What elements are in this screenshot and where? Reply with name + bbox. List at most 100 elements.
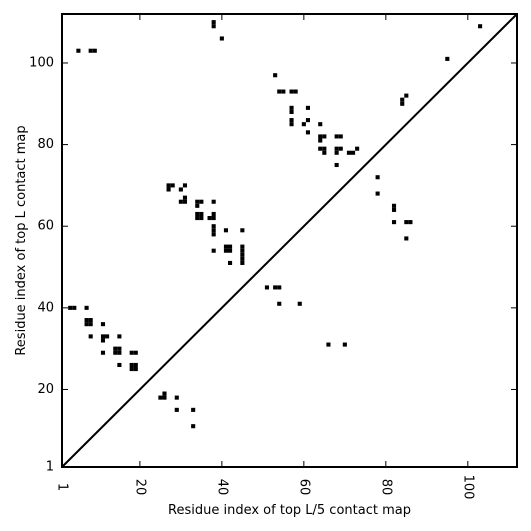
contact-cell-lower [84, 318, 89, 323]
contact-cell-upper [223, 244, 229, 249]
contact-cell-lower [133, 367, 138, 372]
contact-cell-upper [322, 134, 327, 139]
contact-cell-upper [334, 134, 339, 139]
contact-cell-upper [338, 134, 343, 139]
contact-cell-upper [264, 285, 270, 290]
y-tick-label: 40 [37, 300, 54, 315]
contact-cell-upper [289, 105, 294, 110]
contact-cell-upper [478, 24, 483, 29]
contact-cell-upper [334, 162, 339, 168]
contact-cell-lower [105, 334, 110, 339]
contact-cell-lower [113, 346, 118, 351]
plot-frame [61, 13, 518, 468]
contact-cell-upper [305, 118, 310, 123]
contact-cell-upper [240, 256, 245, 261]
contact-cell-lower [68, 305, 73, 310]
contact-cell-upper [240, 260, 245, 265]
contact-cell-upper [182, 183, 188, 188]
contact-cell-lower [191, 407, 196, 412]
contact-cell-upper [207, 216, 212, 221]
contact-cell-upper [195, 216, 200, 221]
contact-cell-upper [297, 301, 302, 306]
y-tick-label: 20 [37, 382, 54, 397]
contact-cell-upper [281, 89, 286, 94]
contact-cell-upper [211, 24, 216, 29]
contact-cell-upper [211, 20, 216, 25]
contact-cell-lower [158, 395, 163, 400]
contact-cell-upper [219, 36, 224, 41]
x-axis-ticks: 1 20 40 60 80 100 [55, 14, 475, 499]
contact-cell-lower [117, 346, 122, 351]
contact-cell-lower [129, 362, 134, 368]
contact-cell-upper [408, 220, 413, 225]
contact-cell-lower [174, 395, 179, 400]
contact-cell-lower [88, 318, 93, 323]
contact-cell-lower [100, 334, 106, 339]
contact-cell-lower [191, 424, 196, 429]
contact-cell-upper [404, 220, 409, 225]
contact-cell-upper [277, 89, 282, 94]
contact-cell-upper [404, 93, 409, 98]
contact-cell-lower [133, 350, 138, 355]
contact-cell-upper [273, 285, 278, 290]
contact-cell-upper [199, 211, 204, 217]
contact-cell-upper [375, 191, 380, 196]
contact-cell-upper [350, 150, 356, 155]
contact-cell-upper [178, 199, 183, 204]
x-tick-label: 1 [55, 483, 70, 491]
contact-cell-upper [342, 342, 347, 347]
contact-cell-upper [326, 342, 331, 347]
contact-cell-upper [334, 146, 339, 151]
contact-cell-upper [318, 138, 323, 143]
contact-cell-upper [211, 199, 216, 204]
contact-cell-lower [117, 350, 122, 355]
contact-cell-upper [228, 244, 233, 249]
x-tick-label: 20 [132, 479, 147, 496]
contact-cell-upper [166, 187, 171, 192]
lower-contact-marks [68, 305, 196, 429]
contact-cell-upper [404, 236, 409, 241]
contact-cell-upper [338, 146, 343, 151]
contact-cell-upper [301, 122, 306, 127]
y-tick-label: 100 [29, 55, 54, 70]
contact-cell-upper [289, 109, 294, 114]
contact-cell-upper [346, 150, 351, 155]
contact-cell-lower [100, 338, 106, 343]
contact-cell-upper [400, 101, 405, 106]
upper-contact-marks [76, 20, 483, 347]
contact-cell-upper [318, 134, 323, 139]
contact-cell-lower [133, 362, 138, 368]
contact-cell-upper [240, 228, 245, 233]
contact-cell-upper [289, 122, 294, 127]
contact-cell-upper [277, 301, 282, 306]
contact-cell-lower [100, 322, 106, 327]
contact-cell-upper [211, 248, 216, 253]
contact-cell-upper [166, 183, 171, 188]
contact-cell-upper [195, 203, 200, 208]
contact-cell-upper [88, 48, 93, 53]
contact-cell-lower [88, 334, 93, 339]
y-tick-label: 1 [46, 460, 54, 475]
contact-cell-upper [240, 252, 245, 257]
x-tick-label: 60 [296, 479, 311, 496]
y-tick-label: 80 [37, 137, 54, 152]
contact-cell-upper [240, 248, 245, 253]
contact-cell-upper [391, 203, 397, 208]
contact-cell-lower [84, 322, 89, 327]
diagonal-line [61, 13, 518, 468]
contact-cell-lower [117, 334, 122, 339]
contact-cell-upper [322, 150, 327, 155]
contact-cell-upper [240, 244, 245, 249]
contact-cell-lower [88, 322, 93, 327]
contact-cell-lower [162, 395, 167, 400]
y-tick-label: 60 [37, 219, 54, 234]
contact-cell-lower [117, 362, 122, 368]
contact-cell-upper [92, 48, 97, 53]
contact-cell-lower [113, 350, 118, 355]
contact-cell-lower [129, 350, 134, 355]
contact-cell-upper [375, 175, 380, 180]
contact-cell-upper [289, 118, 294, 123]
contact-cell-upper [277, 285, 282, 290]
contact-cell-lower [84, 305, 89, 310]
